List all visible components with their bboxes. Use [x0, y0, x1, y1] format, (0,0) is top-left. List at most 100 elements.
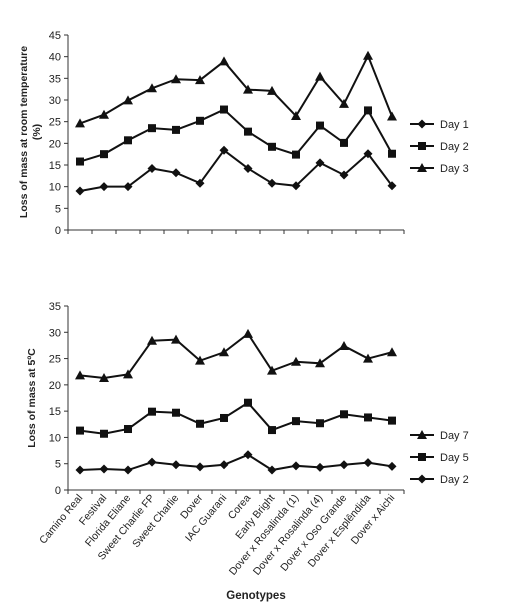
- data-point: [219, 347, 229, 357]
- y-tick-label: 30: [49, 95, 61, 107]
- data-point: [171, 460, 181, 470]
- data-point: [195, 178, 205, 188]
- data-point: [243, 450, 253, 460]
- data-point: [267, 178, 277, 188]
- legend-label: Day 5: [440, 452, 469, 464]
- data-point: [220, 413, 228, 422]
- data-point: [123, 182, 133, 192]
- series-line: [79, 108, 393, 163]
- data-point: [267, 465, 277, 475]
- series-day-3: [75, 50, 397, 128]
- data-point: [363, 353, 373, 363]
- y-tick-label: 10: [49, 432, 61, 444]
- data-point: [292, 417, 300, 426]
- data-point: [339, 340, 349, 350]
- y-tick-label: 25: [49, 117, 61, 129]
- data-point: [268, 142, 276, 151]
- legend-marker: [418, 453, 426, 461]
- data-point: [315, 462, 325, 472]
- legend-label: Day 7: [440, 430, 469, 442]
- series-day-2: [76, 105, 396, 166]
- data-point: [315, 158, 325, 168]
- data-point: [124, 425, 132, 434]
- series-day-1: [75, 145, 397, 196]
- data-point: [340, 410, 348, 419]
- data-point: [267, 85, 277, 95]
- data-point: [99, 182, 109, 192]
- legend-marker: [417, 163, 427, 172]
- data-point: [364, 413, 372, 422]
- data-point: [315, 71, 325, 81]
- series-day-5: [76, 398, 396, 438]
- legend-entry: Day 7: [410, 430, 469, 442]
- data-point: [244, 127, 252, 136]
- data-point: [388, 149, 396, 158]
- y-tick-label: 30: [49, 327, 61, 339]
- data-point: [268, 426, 276, 435]
- data-point: [291, 181, 301, 191]
- y-tick-label: 15: [49, 406, 61, 418]
- data-point: [172, 125, 180, 134]
- legend-label: Day 2: [440, 474, 469, 486]
- data-point: [75, 186, 85, 196]
- data-point: [99, 464, 109, 474]
- data-point: [123, 465, 133, 475]
- data-point: [388, 416, 396, 425]
- data-point: [99, 109, 109, 119]
- data-point: [76, 426, 84, 435]
- series-day-2: [75, 450, 397, 475]
- data-point: [147, 457, 157, 467]
- series-line: [79, 53, 393, 125]
- chart-room-temperature: 0 5 10 15 20 25 30 35 40 45 Loss of mass at room t…: [18, 30, 469, 237]
- legend-label: Day 1: [440, 119, 469, 131]
- data-point: [363, 149, 373, 159]
- data-point: [196, 116, 204, 125]
- y-tick-label: 35: [49, 73, 61, 85]
- data-point: [340, 138, 348, 147]
- data-point: [171, 168, 181, 178]
- data-point: [243, 163, 253, 173]
- legend-entry: Day 2: [410, 474, 469, 486]
- data-point: [219, 460, 229, 470]
- x-axis-title: Genotypes: [226, 590, 285, 602]
- data-point: [387, 111, 397, 121]
- legend-entry: Day 5: [410, 452, 469, 464]
- data-point: [316, 121, 324, 130]
- data-point: [243, 84, 253, 94]
- data-point: [148, 407, 156, 416]
- data-point: [124, 136, 132, 145]
- legend-entry: Day 3: [410, 163, 469, 175]
- y-tick-label: 15: [49, 160, 61, 172]
- data-point: [171, 74, 181, 84]
- data-point: [339, 170, 349, 180]
- chart-5c: 0 5 10 15 20 25 30 35 Loss of mass at 5ºC Day 7 Da…: [26, 301, 469, 497]
- data-point: [123, 95, 133, 105]
- data-point: [291, 356, 301, 366]
- legend-entry: Day 1: [410, 119, 469, 131]
- y-tick-label: 5: [55, 459, 61, 471]
- data-point: [291, 111, 301, 121]
- data-point: [75, 465, 85, 475]
- y-tick-label: 25: [49, 354, 61, 366]
- y-tick-label: 35: [49, 301, 61, 313]
- data-point: [195, 75, 205, 85]
- data-point: [148, 124, 156, 133]
- data-point: [219, 56, 229, 66]
- data-point: [75, 118, 85, 128]
- data-point: [171, 334, 181, 344]
- y-tick-label: 40: [49, 52, 61, 64]
- y-axis-title: Loss of mass at 5ºC: [26, 348, 38, 448]
- data-point: [363, 458, 373, 468]
- y-tick-label: 0: [55, 485, 61, 497]
- series-line: [79, 148, 393, 192]
- legend-label: Day 2: [440, 141, 469, 153]
- data-point: [75, 370, 85, 380]
- data-point: [339, 460, 349, 470]
- legend-marker: [418, 142, 426, 150]
- y-tick-label: 20: [49, 138, 61, 150]
- data-point: [195, 462, 205, 472]
- y-tick-label: 5: [55, 203, 61, 215]
- y-tick-label: 45: [49, 30, 61, 42]
